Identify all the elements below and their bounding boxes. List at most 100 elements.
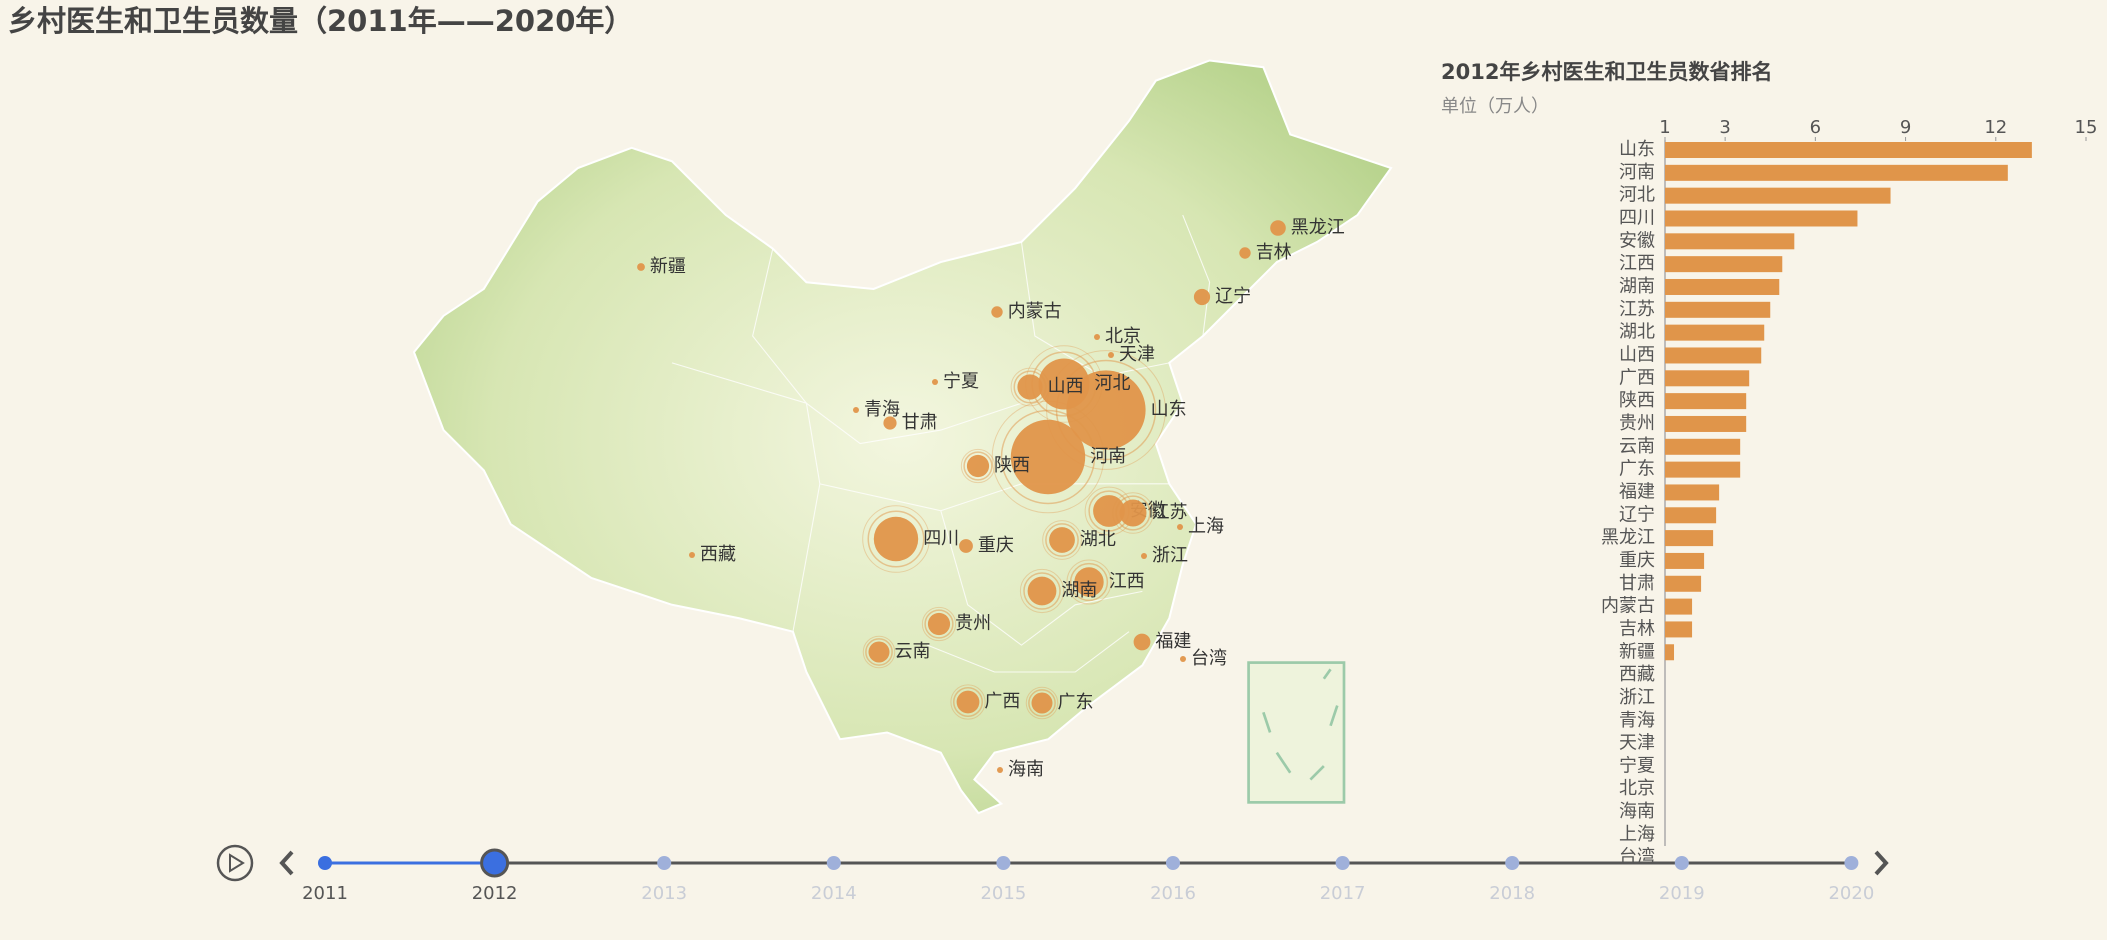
ripple: [1019, 568, 1065, 614]
y-tick-label: 安徽: [1619, 230, 1655, 251]
bar: [1665, 370, 1750, 387]
timeline-current[interactable]: [480, 848, 510, 878]
play-icon: [229, 853, 245, 873]
province-label: 江苏: [1152, 502, 1188, 523]
play-button[interactable]: [216, 844, 254, 882]
y-tick-label: 福建: [1619, 481, 1655, 502]
map-bubble: [853, 407, 859, 413]
bar: [1665, 278, 1780, 295]
y-tick-label: 广西: [1619, 367, 1655, 388]
y-tick-label: 河北: [1619, 185, 1655, 206]
y-tick-label: 天津: [1619, 733, 1655, 754]
map-bubble: [1239, 247, 1251, 259]
y-tick-label: 海南: [1619, 801, 1655, 822]
y-tick-label: 湖南: [1619, 276, 1655, 297]
ripple: [1055, 359, 1157, 461]
ripple: [1042, 520, 1082, 560]
province-label: 内蒙古: [1008, 301, 1062, 322]
timeline-label: 2016: [1150, 883, 1196, 904]
timeline: 2011 2012 2013 2014 2015 2016 2017 2018 2019 2020: [216, 844, 1889, 904]
bar: [1665, 393, 1747, 410]
province-label: 吉林: [1256, 242, 1292, 263]
province-label: 天津: [1119, 344, 1155, 365]
province-label: 广东: [1058, 692, 1094, 713]
timeline-point[interactable]: [1844, 856, 1859, 870]
province-label: 西藏: [700, 544, 736, 565]
map-bubble: [959, 539, 973, 553]
map-bubble: [1108, 352, 1114, 358]
bar: [1665, 187, 1891, 204]
map-bubble: [637, 263, 645, 271]
timeline-label: 2014: [811, 883, 857, 904]
province-label: 江西: [1109, 571, 1145, 592]
bar: [1665, 575, 1702, 592]
bar: [1665, 644, 1675, 661]
bar: [1665, 324, 1765, 341]
x-tick-label: 1: [1659, 117, 1670, 138]
map-bubble: [1049, 527, 1075, 553]
y-tick-label: 内蒙古: [1601, 596, 1655, 617]
y-tick-label: 重庆: [1619, 550, 1655, 571]
y-tick-label: 宁夏: [1619, 755, 1655, 776]
x-tick-label: 3: [1719, 117, 1730, 138]
map-bubble: [1141, 553, 1147, 559]
timeline-label: 2013: [641, 883, 687, 904]
y-tick-label: 新疆: [1619, 641, 1655, 662]
x-tick-label: 15: [2075, 117, 2098, 138]
y-tick-label: 吉林: [1619, 618, 1655, 639]
map-bubble: [997, 767, 1003, 773]
bar: [1665, 461, 1741, 478]
province-label: 黑龙江: [1291, 217, 1345, 238]
province-label: 台湾: [1191, 648, 1227, 669]
ripple: [924, 609, 954, 639]
map-bubble: [868, 641, 890, 663]
province-label: 陕西: [994, 455, 1030, 476]
province-label: 广西: [984, 691, 1020, 712]
y-tick-label: 贵州: [1619, 413, 1655, 434]
prev-button[interactable]: [279, 850, 294, 876]
x-tick-label: 9: [1900, 117, 1911, 138]
y-tick-label: 湖北: [1619, 322, 1655, 343]
bar: [1665, 438, 1741, 455]
timeline-label: 2020: [1828, 883, 1874, 904]
ripple: [1010, 367, 1050, 407]
next-button[interactable]: [1874, 850, 1889, 876]
timeline-point[interactable]: [1335, 856, 1350, 870]
timeline-point[interactable]: [996, 856, 1011, 870]
bar: [1665, 552, 1705, 569]
ripple: [862, 635, 896, 669]
map-bubble: [883, 416, 897, 430]
map-bubble: [1133, 633, 1151, 651]
bar: [1665, 142, 2032, 158]
province-label: 重庆: [978, 535, 1014, 556]
province-label: 青海: [864, 399, 900, 420]
timeline-point[interactable]: [1674, 856, 1689, 870]
y-tick-label: 广东: [1619, 459, 1655, 480]
y-tick-label: 浙江: [1619, 687, 1655, 708]
timeline-point[interactable]: [1505, 856, 1520, 870]
bar: [1665, 164, 2008, 181]
province-label: 上海: [1188, 516, 1224, 537]
province-label: 福建: [1155, 631, 1191, 652]
y-tick-label: 辽宁: [1619, 504, 1655, 525]
timeline-point[interactable]: [657, 856, 672, 870]
province-label: 辽宁: [1215, 286, 1251, 307]
timeline-point[interactable]: [318, 856, 332, 870]
province-label: 浙江: [1152, 545, 1188, 566]
province-label: 河北: [1095, 373, 1131, 394]
map-bubble: [927, 612, 951, 636]
ripple: [1069, 562, 1109, 602]
y-tick-label: 黑龙江: [1601, 527, 1655, 548]
ripple: [950, 684, 986, 720]
bar: [1665, 598, 1693, 615]
y-tick-label: 青海: [1619, 710, 1655, 731]
y-tick-label: 山东: [1619, 139, 1655, 160]
timeline-point[interactable]: [1166, 856, 1180, 870]
ripple: [921, 606, 957, 642]
timeline-point[interactable]: [826, 856, 841, 870]
bar: [1665, 256, 1783, 273]
map-bubble: [689, 552, 695, 558]
ripple: [862, 505, 930, 573]
